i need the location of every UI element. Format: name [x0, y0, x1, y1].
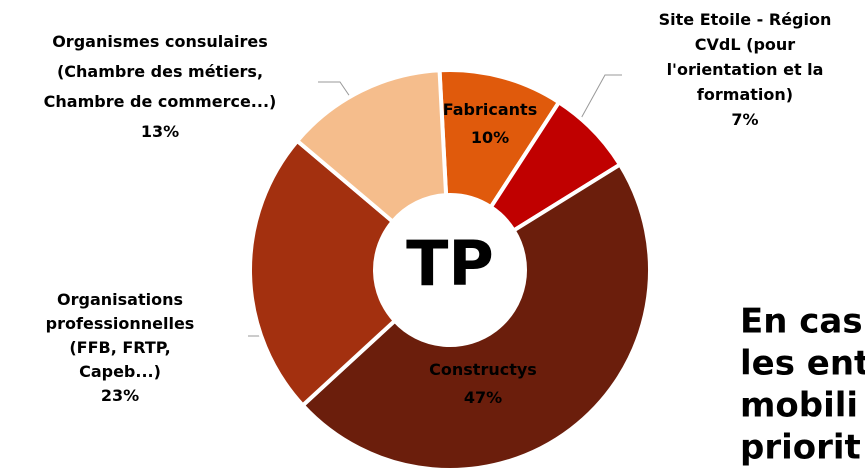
segment-label: Organisations professionnelles (FFB, FRTP,…: [46, 290, 195, 405]
side-text: En cas: [740, 302, 863, 342]
center-label: TP: [406, 227, 494, 300]
segment-label: Fabricants 10%: [443, 100, 537, 147]
segment-label: Site Etoile - Région CVdL (pour l'orientat…: [659, 10, 832, 129]
donut-segment: [299, 161, 652, 470]
value-label: 10%: [471, 128, 509, 147]
value-label: 47%: [464, 388, 502, 407]
side-text: mobili: [740, 386, 858, 426]
donut-segment: [248, 138, 398, 409]
label-line: formation): [697, 85, 793, 104]
value-label: 23%: [101, 386, 139, 405]
side-text: les ent: [740, 344, 865, 384]
label-line: Capeb...): [79, 362, 161, 381]
label-line: (Chambre des métiers,: [57, 62, 263, 81]
label-line: Organisations: [57, 290, 183, 309]
label-line: CVdL (pour: [695, 35, 795, 54]
value-label: 7%: [731, 110, 758, 129]
label-line: Site Etoile - Région: [659, 10, 832, 29]
label-line: Constructys: [429, 360, 537, 379]
label-line: Chambre de commerce...): [44, 92, 277, 111]
label-line: Fabricants: [443, 100, 537, 119]
label-line: Organismes consulaires: [52, 32, 268, 51]
label-line: professionnelles: [46, 314, 195, 333]
donut-segment: [294, 68, 449, 225]
label-line: (FFB, FRTP,: [69, 338, 170, 357]
label-line: l'orientation et la: [667, 60, 824, 79]
segment-label: Organismes consulaires (Chambre des métie…: [44, 32, 277, 141]
side-text: priorit: [740, 428, 861, 468]
segment-label: Constructys 47%: [429, 360, 537, 407]
value-label: 13%: [141, 122, 179, 141]
